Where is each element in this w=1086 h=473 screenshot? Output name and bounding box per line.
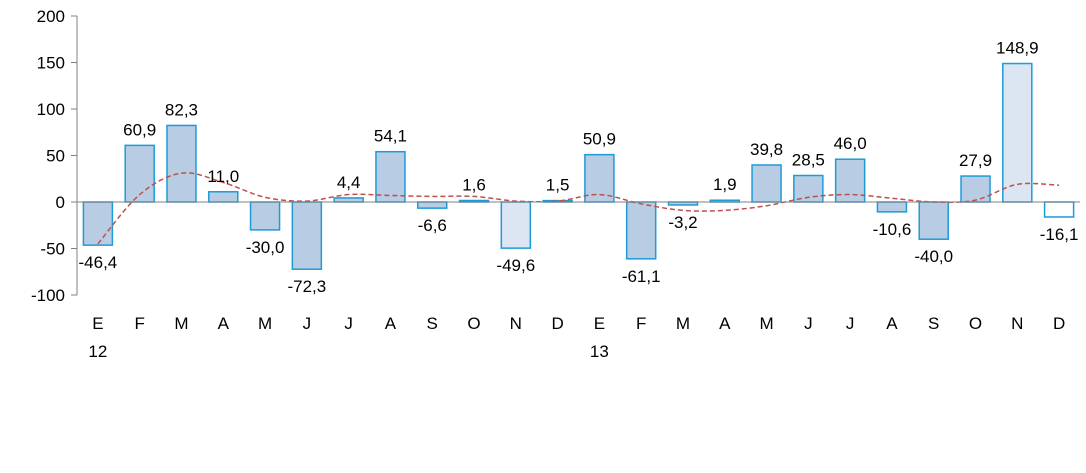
y-tick-label: 200	[37, 7, 65, 26]
x-tick-label: N	[510, 314, 522, 333]
data-label: 28,5	[792, 151, 825, 170]
bar	[333, 197, 364, 203]
bar	[1043, 201, 1075, 218]
data-label: -61,1	[622, 267, 661, 286]
data-label: 39,8	[750, 140, 783, 159]
x-tick-label: D	[1053, 314, 1065, 333]
data-label: -30,0	[246, 238, 285, 257]
bar	[416, 201, 448, 209]
data-label: 11,0	[207, 167, 239, 186]
x-tick-label: J	[846, 314, 855, 333]
bar	[751, 164, 782, 203]
data-label: -46,4	[79, 253, 118, 272]
bar	[500, 201, 532, 249]
x-tick-label: S	[928, 314, 939, 333]
bars	[82, 62, 1075, 270]
data-label: -72,3	[287, 277, 326, 296]
data-label: -16,1	[1040, 225, 1079, 244]
data-label: 27,9	[959, 151, 992, 170]
bar	[375, 150, 406, 203]
data-label: -49,6	[496, 256, 535, 275]
y-tick-label: -100	[31, 286, 65, 305]
bar	[918, 201, 949, 240]
bar	[876, 201, 908, 213]
data-label: -40,0	[914, 247, 953, 266]
x-tick-label: A	[886, 314, 898, 333]
data-label: 4,4	[337, 173, 361, 192]
x-tick-label: N	[1011, 314, 1023, 333]
x-tick-label: F	[636, 314, 646, 333]
data-label: 82,3	[165, 100, 198, 119]
data-label: -3,2	[668, 213, 697, 232]
bar	[834, 158, 866, 203]
x-year-label: 13	[590, 342, 609, 361]
data-label: 1,5	[546, 176, 570, 195]
bar	[625, 201, 657, 260]
x-tick-label: M	[258, 314, 272, 333]
bar	[82, 201, 114, 246]
y-tick-label: 0	[56, 193, 65, 212]
data-label: 60,9	[123, 120, 156, 139]
data-label: -10,6	[873, 220, 912, 239]
trend-line-path	[97, 172, 1060, 245]
bar	[584, 153, 615, 203]
x-tick-label: E	[594, 314, 605, 333]
x-tick-label: J	[303, 314, 312, 333]
bar	[249, 201, 281, 231]
data-label: 1,6	[462, 176, 486, 195]
x-tick-label: M	[174, 314, 188, 333]
bar	[960, 175, 991, 203]
x-tick-label: S	[427, 314, 438, 333]
x-tick-label: A	[719, 314, 731, 333]
x-year-label: 12	[88, 342, 107, 361]
x-tick-label: A	[218, 314, 230, 333]
data-label: 46,0	[834, 134, 867, 153]
trend-line	[97, 172, 1060, 245]
x-tick-label: M	[676, 314, 690, 333]
x-axis: E F M A M J J A S O N D E F M A M J J A S O N D 12 13	[77, 201, 1080, 361]
data-labels: -46,4 60,9 82,3 11,0 -30,0 -72,3 4,4 54,1 -6,6 1,…	[79, 39, 1079, 297]
data-label: 50,9	[583, 130, 616, 149]
x-tick-label: O	[969, 314, 982, 333]
x-tick-label: M	[759, 314, 773, 333]
y-tick-label: 100	[37, 100, 65, 119]
x-tick-label: F	[134, 314, 144, 333]
y-tick-label: 50	[46, 147, 65, 166]
x-tick-label: J	[804, 314, 813, 333]
y-tick-label: 150	[37, 54, 65, 73]
data-label: 1,9	[713, 175, 737, 194]
x-tick-label: D	[551, 314, 563, 333]
x-tick-label: J	[344, 314, 353, 333]
data-label: -6,6	[418, 216, 447, 235]
y-tick-label: -50	[40, 240, 65, 259]
bar	[1002, 62, 1033, 203]
bar	[166, 124, 197, 203]
data-label: 54,1	[374, 127, 407, 146]
bar	[291, 201, 323, 270]
data-label: 148,9	[996, 39, 1039, 58]
bar	[208, 191, 239, 203]
bar	[124, 144, 155, 203]
x-tick-label: O	[467, 314, 480, 333]
y-axis: -100 -50 0 50 100 150 200	[31, 7, 78, 305]
x-tick-label: A	[385, 314, 397, 333]
x-tick-label: E	[92, 314, 103, 333]
